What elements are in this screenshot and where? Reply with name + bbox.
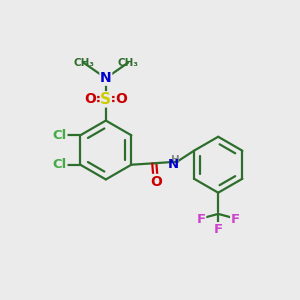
Text: CH₃: CH₃ (73, 58, 94, 68)
Text: O: O (150, 175, 162, 188)
Text: F: F (231, 213, 240, 226)
Text: H: H (171, 155, 180, 165)
Text: N: N (100, 71, 112, 85)
Text: F: F (214, 223, 223, 236)
Text: Cl: Cl (52, 158, 67, 171)
Text: O: O (115, 92, 127, 106)
Text: F: F (196, 213, 206, 226)
Text: S: S (100, 92, 111, 107)
Text: O: O (85, 92, 97, 106)
Text: Cl: Cl (52, 129, 67, 142)
Text: N: N (168, 158, 179, 171)
Text: CH₃: CH₃ (117, 58, 138, 68)
